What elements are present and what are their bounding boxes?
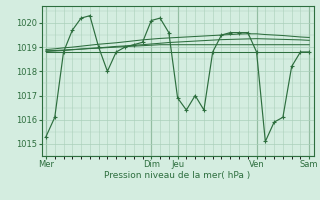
X-axis label: Pression niveau de la mer( hPa ): Pression niveau de la mer( hPa )	[104, 171, 251, 180]
